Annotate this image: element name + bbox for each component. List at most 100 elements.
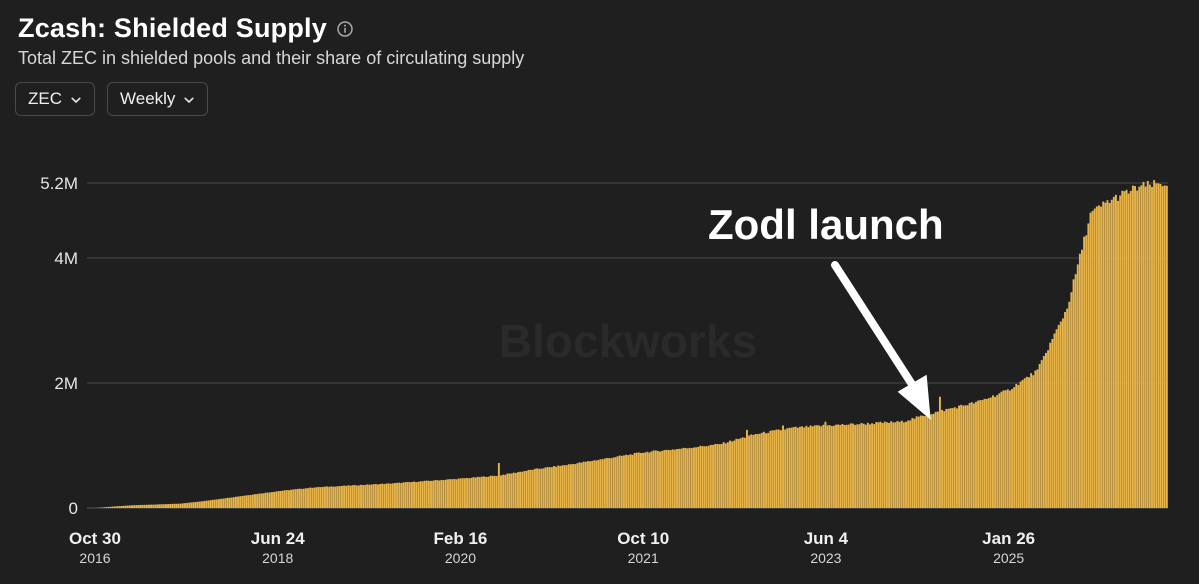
bar	[439, 480, 441, 508]
bar	[591, 461, 593, 508]
bar	[135, 505, 137, 508]
bar	[1092, 211, 1094, 508]
bar	[292, 489, 294, 508]
bar	[771, 430, 773, 508]
bar	[812, 426, 814, 508]
bar	[935, 412, 937, 508]
bar	[665, 450, 667, 508]
bar	[670, 450, 672, 508]
bar	[740, 438, 742, 508]
bar	[148, 505, 150, 508]
bar	[468, 478, 470, 508]
bar	[557, 466, 559, 508]
bar	[318, 487, 320, 508]
bar	[472, 477, 474, 508]
bar	[101, 507, 103, 508]
bar	[326, 486, 328, 508]
bar	[400, 483, 402, 508]
bar	[475, 478, 477, 508]
bar	[1075, 274, 1077, 508]
bar	[623, 455, 625, 508]
bar	[373, 484, 375, 508]
bar	[358, 485, 360, 508]
bar	[1090, 213, 1092, 508]
bar	[243, 496, 245, 508]
bar	[309, 488, 311, 508]
bar	[975, 402, 977, 508]
bar	[795, 427, 797, 508]
bar	[892, 422, 894, 508]
bar	[532, 470, 534, 508]
bar	[742, 437, 744, 508]
bar	[1077, 264, 1079, 508]
bar	[757, 434, 759, 508]
bar	[1157, 183, 1159, 508]
bar	[337, 486, 339, 508]
bar	[668, 450, 670, 508]
bar	[1130, 191, 1132, 508]
bar	[131, 505, 133, 508]
y-tick-label: 2M	[54, 374, 78, 393]
bar	[564, 465, 566, 508]
bar	[608, 458, 610, 508]
bar	[388, 483, 390, 508]
bar	[744, 438, 746, 508]
bar	[691, 448, 693, 508]
bar	[470, 478, 472, 508]
bar	[907, 421, 909, 508]
bar	[173, 504, 175, 508]
bar	[210, 500, 212, 508]
bar	[931, 414, 933, 508]
info-icon[interactable]	[337, 21, 353, 37]
bar	[793, 427, 795, 508]
bar	[366, 484, 368, 508]
bar	[644, 452, 646, 508]
bar	[273, 492, 275, 508]
bar	[383, 484, 385, 508]
bar	[116, 506, 118, 508]
bar	[167, 504, 169, 508]
bar	[498, 463, 500, 508]
bar	[1037, 369, 1039, 508]
bar	[142, 505, 144, 508]
bar	[390, 484, 392, 508]
bar	[1094, 209, 1096, 508]
bar	[638, 452, 640, 508]
bar	[114, 506, 116, 508]
bar	[176, 504, 178, 508]
chevron-down-icon	[183, 94, 195, 106]
bar	[642, 453, 644, 508]
bar	[769, 431, 771, 508]
bar	[258, 494, 260, 508]
bar	[415, 482, 417, 508]
bar	[750, 434, 752, 508]
bar	[352, 485, 354, 508]
bar	[568, 464, 570, 508]
bar	[290, 490, 292, 508]
bar	[1134, 186, 1136, 508]
asset-dropdown[interactable]: ZEC	[15, 82, 95, 116]
bar	[180, 504, 182, 508]
bar	[127, 506, 129, 508]
x-tick-label: Feb 16	[434, 529, 488, 548]
bar	[265, 493, 267, 508]
bar	[911, 418, 913, 508]
bar	[1085, 235, 1087, 508]
bar	[682, 448, 684, 508]
watermark: Blockworks	[499, 315, 757, 367]
bar	[837, 424, 839, 508]
bar	[606, 458, 608, 508]
bar	[973, 403, 975, 508]
bar	[899, 422, 901, 508]
bar	[279, 491, 281, 508]
bar	[816, 425, 818, 508]
bar	[371, 485, 373, 508]
bar	[861, 423, 863, 508]
bar	[903, 422, 905, 508]
bar	[767, 433, 769, 508]
bar	[354, 485, 356, 508]
bar	[271, 492, 273, 508]
interval-dropdown[interactable]: Weekly	[107, 82, 208, 116]
bar	[672, 449, 674, 508]
bar	[1100, 207, 1102, 508]
